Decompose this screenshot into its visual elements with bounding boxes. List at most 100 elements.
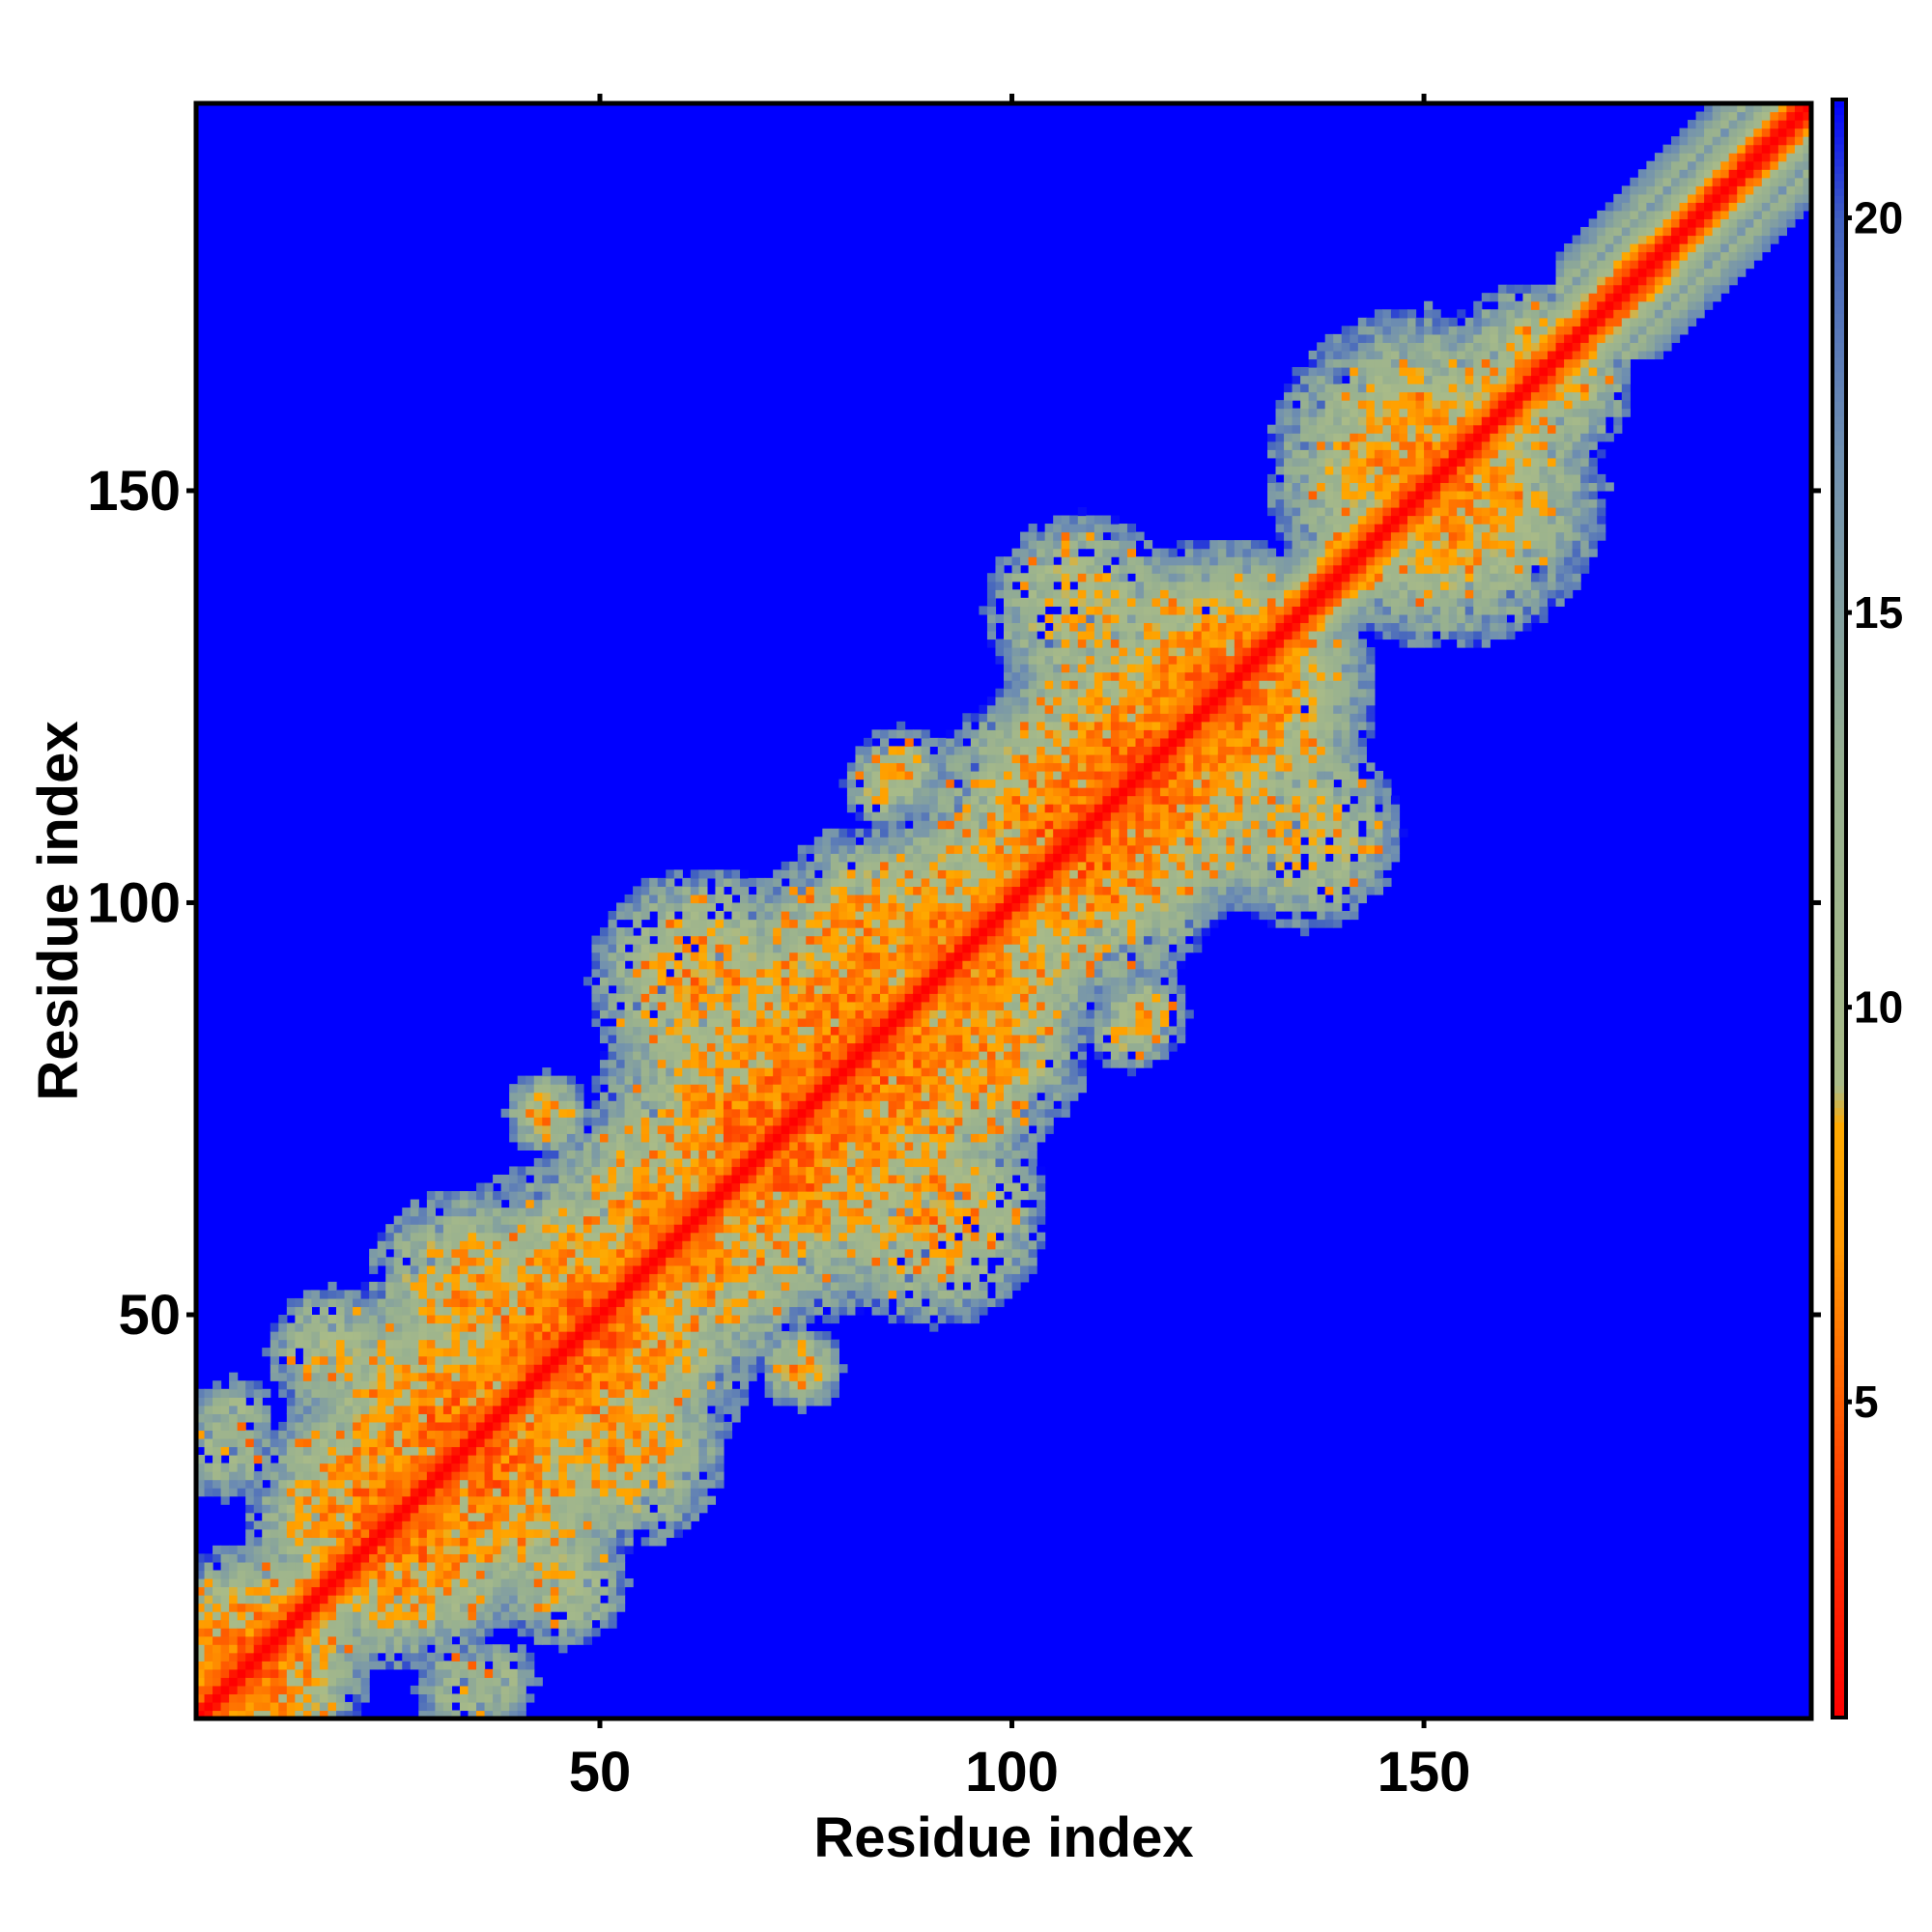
heatmap-cell bbox=[690, 1001, 699, 1010]
heatmap-cell bbox=[855, 746, 865, 755]
heatmap-cell bbox=[295, 1693, 304, 1703]
heatmap-cell bbox=[442, 1495, 453, 1505]
heatmap-cell bbox=[327, 1619, 337, 1629]
heatmap-cell bbox=[748, 919, 757, 928]
heatmap-cell bbox=[509, 1455, 519, 1464]
heatmap-cell bbox=[476, 1372, 486, 1381]
heatmap-cell bbox=[608, 1479, 617, 1489]
heatmap-cell bbox=[302, 1595, 313, 1605]
heatmap-cell bbox=[649, 1191, 659, 1201]
heatmap-cell bbox=[253, 1504, 263, 1514]
heatmap-cell bbox=[204, 1561, 213, 1572]
heatmap-cell bbox=[360, 1437, 370, 1448]
heatmap-cell bbox=[838, 1157, 848, 1168]
heatmap-cell bbox=[640, 968, 650, 978]
heatmap-cell bbox=[863, 1290, 873, 1299]
heatmap-cell bbox=[846, 869, 857, 879]
heatmap-cell bbox=[385, 1446, 395, 1456]
heatmap-cell bbox=[526, 1586, 535, 1596]
heatmap-cell bbox=[657, 1297, 667, 1308]
heatmap-cell bbox=[196, 1471, 206, 1481]
heatmap-cell bbox=[715, 1463, 724, 1472]
heatmap-cell bbox=[558, 1297, 568, 1308]
heatmap-cell bbox=[806, 1208, 815, 1217]
heatmap-cell bbox=[493, 1208, 502, 1217]
heatmap-cell bbox=[319, 1339, 329, 1349]
heatmap-cell bbox=[582, 1141, 593, 1151]
heatmap-cell bbox=[426, 1331, 436, 1341]
heatmap-cell bbox=[690, 1174, 699, 1184]
heatmap-cell bbox=[319, 1668, 329, 1678]
heatmap-cell bbox=[526, 1463, 535, 1472]
heatmap-cell bbox=[781, 1001, 790, 1010]
heatmap-cell bbox=[715, 1141, 724, 1151]
heatmap-cell bbox=[369, 1455, 379, 1464]
heatmap-cell bbox=[764, 960, 774, 970]
heatmap-cell bbox=[806, 977, 815, 986]
heatmap-cell bbox=[442, 1257, 453, 1266]
heatmap-cell bbox=[781, 1355, 790, 1365]
heatmap-cell bbox=[756, 1257, 766, 1266]
heatmap-cell bbox=[360, 1545, 370, 1554]
heatmap-cell bbox=[442, 1421, 453, 1432]
heatmap-cell bbox=[196, 1397, 206, 1406]
heatmap-cell bbox=[459, 1191, 469, 1201]
heatmap-cell bbox=[451, 1619, 461, 1629]
heatmap-cell bbox=[253, 1520, 263, 1530]
heatmap-cell bbox=[608, 1166, 617, 1176]
heatmap-cell bbox=[575, 1372, 584, 1381]
heatmap-cell bbox=[526, 1348, 535, 1357]
heatmap-cell bbox=[459, 1372, 469, 1381]
heatmap-cell bbox=[673, 1488, 683, 1497]
heatmap-cell bbox=[418, 1232, 428, 1241]
heatmap-cell bbox=[830, 1297, 839, 1308]
heatmap-cell bbox=[426, 1372, 436, 1381]
heatmap-cell bbox=[566, 1215, 577, 1225]
heatmap-cell bbox=[369, 1537, 379, 1547]
heatmap-cell bbox=[624, 1133, 634, 1143]
heatmap-cell bbox=[509, 1322, 519, 1332]
heatmap-cell bbox=[575, 1084, 584, 1094]
heatmap-cell bbox=[336, 1315, 346, 1324]
heatmap-cell bbox=[797, 1264, 807, 1274]
heatmap-cell bbox=[526, 1264, 535, 1274]
heatmap-cell bbox=[575, 1281, 584, 1292]
heatmap-cell bbox=[575, 1100, 584, 1110]
heatmap-cell bbox=[302, 1348, 313, 1357]
heatmap-cell bbox=[451, 1421, 461, 1432]
heatmap-cell bbox=[715, 1273, 724, 1283]
heatmap-cell bbox=[278, 1446, 288, 1456]
heatmap-cell bbox=[476, 1380, 486, 1390]
heatmap-cell bbox=[822, 1388, 832, 1398]
heatmap-cell bbox=[319, 1553, 329, 1563]
heatmap-cell bbox=[756, 1124, 766, 1134]
heatmap-cell bbox=[550, 1635, 559, 1645]
heatmap-cell bbox=[813, 993, 823, 1003]
heatmap-cell bbox=[740, 1174, 750, 1184]
heatmap-cell bbox=[830, 1372, 839, 1381]
heatmap-cell bbox=[657, 1157, 667, 1168]
heatmap-cell bbox=[468, 1322, 477, 1332]
heatmap-cell bbox=[608, 1281, 617, 1292]
heatmap-cell bbox=[311, 1628, 321, 1637]
heatmap-cell bbox=[797, 1124, 807, 1134]
heatmap-cell bbox=[822, 984, 832, 994]
heatmap-cell bbox=[402, 1322, 412, 1332]
heatmap-cell bbox=[789, 1124, 799, 1134]
heatmap-cell bbox=[566, 1577, 577, 1588]
heatmap-cell bbox=[863, 1248, 873, 1258]
heatmap-cell bbox=[690, 1297, 699, 1308]
heatmap-cell bbox=[698, 1166, 708, 1176]
heatmap-cell bbox=[673, 1528, 683, 1538]
heatmap-cell bbox=[715, 1397, 724, 1406]
heatmap-cell bbox=[781, 1273, 790, 1283]
heatmap-cell bbox=[468, 1232, 477, 1241]
heatmap-cell bbox=[657, 1199, 667, 1208]
heatmap-cell bbox=[575, 1273, 584, 1283]
heatmap-cell bbox=[582, 1479, 593, 1489]
heatmap-cell bbox=[666, 886, 675, 895]
heatmap-cell bbox=[575, 1380, 584, 1390]
heatmap-cell bbox=[657, 1117, 667, 1126]
heatmap-cell bbox=[682, 1463, 692, 1472]
heatmap-cell bbox=[723, 1009, 733, 1019]
